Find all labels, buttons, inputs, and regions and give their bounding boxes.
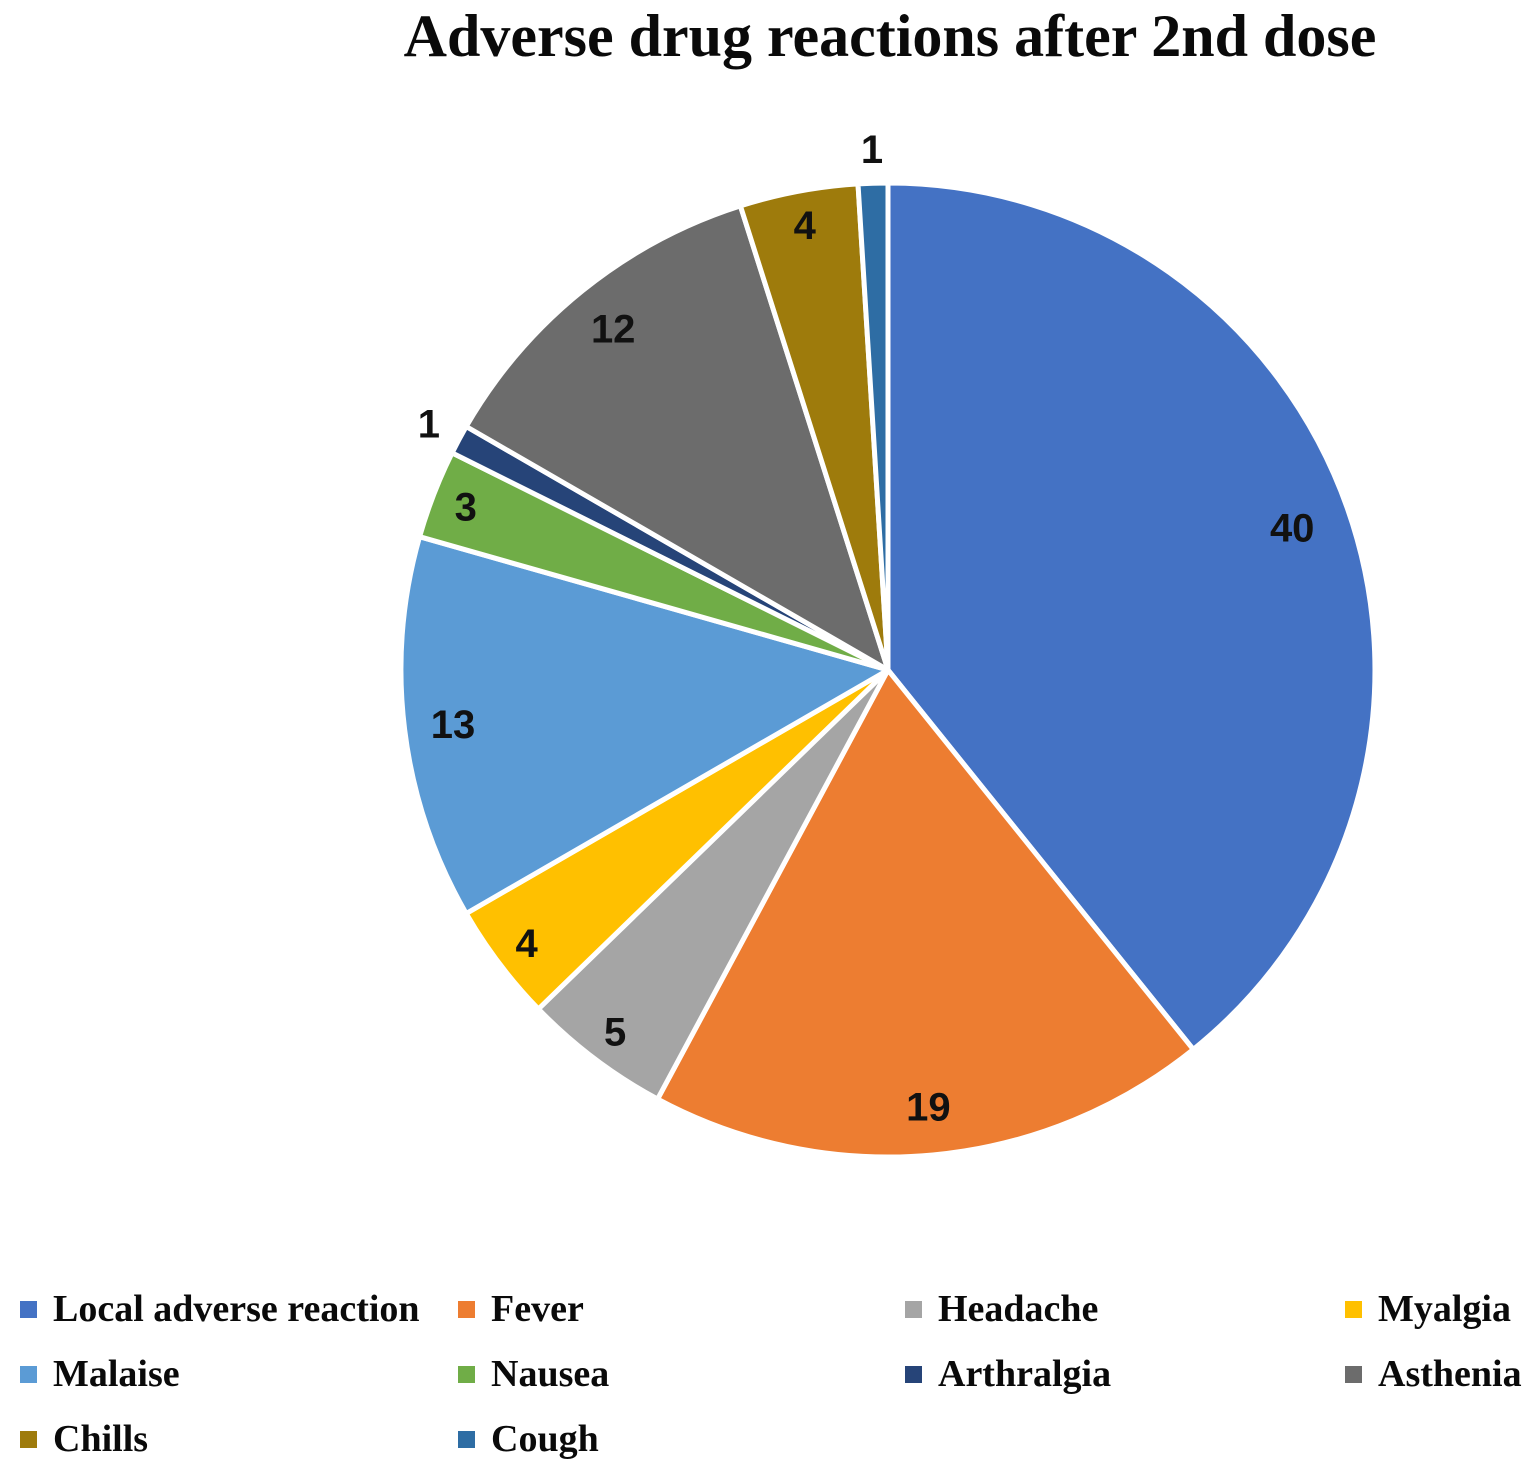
legend-swatch-icon [458,1431,475,1448]
pie-value-label-malaise: 13 [431,703,476,747]
legend-label: Cough [491,1417,599,1460]
pie-slice-malaise [398,534,891,916]
legend-item-myalgia: Myalgia [1345,1287,1530,1331]
legend-label: Asthenia [1378,1352,1522,1395]
pie-value-label-local-adverse-reaction: 40 [1270,507,1315,551]
legend-item-fever: Fever [458,1287,905,1331]
legend-swatch-icon [20,1431,37,1448]
legend-label: Nausea [491,1352,610,1395]
pie-value-label-headache: 5 [604,1010,626,1054]
legend: Local adverse reaction Fever Headache Myalg… [20,1276,1530,1471]
pie-value-label-arthralgia: 1 [418,403,440,447]
legend-label: Headache [938,1287,1099,1330]
pie-value-label-asthenia: 12 [591,308,636,352]
legend-label: Fever [491,1287,584,1330]
pie-value-label-nausea: 3 [455,485,477,529]
legend-item-arthralgia: Arthralgia [905,1352,1345,1396]
legend-label: Arthralgia [938,1352,1112,1395]
legend-swatch-icon [1345,1301,1362,1318]
pie-value-label-myalgia: 4 [515,922,538,966]
legend-swatch-icon [905,1301,922,1318]
pie-slice-fever [655,667,1196,1160]
legend-item-headache: Headache [905,1287,1345,1331]
legend-label: Malaise [53,1352,180,1395]
pie-value-label-fever: 19 [906,1085,951,1129]
legend-item-cough: Cough [458,1417,905,1461]
pie-slice-local-adverse-reaction [885,180,1378,1052]
legend-swatch-icon [20,1366,37,1383]
legend-item-malaise: Malaise [20,1352,458,1396]
legend-item-nausea: Nausea [458,1352,905,1396]
legend-swatch-icon [905,1366,922,1383]
pie-slice-asthenia [463,203,891,673]
chart-title: Adverse drug reactions after 2nd dose [403,3,1377,69]
legend-label: Local adverse reaction [53,1287,420,1330]
legend-label: Chills [53,1417,149,1460]
pie-value-label-cough: 1 [861,128,883,172]
legend-swatch-icon [458,1301,475,1318]
legend-swatch-icon [20,1301,37,1318]
pie-slice-headache [535,667,891,1102]
legend-item-asthenia: Asthenia [1345,1352,1530,1396]
legend-swatch-icon [1345,1366,1362,1383]
legend-label: Myalgia [1378,1287,1511,1330]
pie-value-label-chills: 4 [794,204,817,248]
pie-slice-cough [855,180,891,673]
legend-swatch-icon [458,1366,475,1383]
legend-item-chills: Chills [20,1417,458,1461]
legend-item-local-adverse-reaction: Local adverse reaction [20,1287,458,1331]
